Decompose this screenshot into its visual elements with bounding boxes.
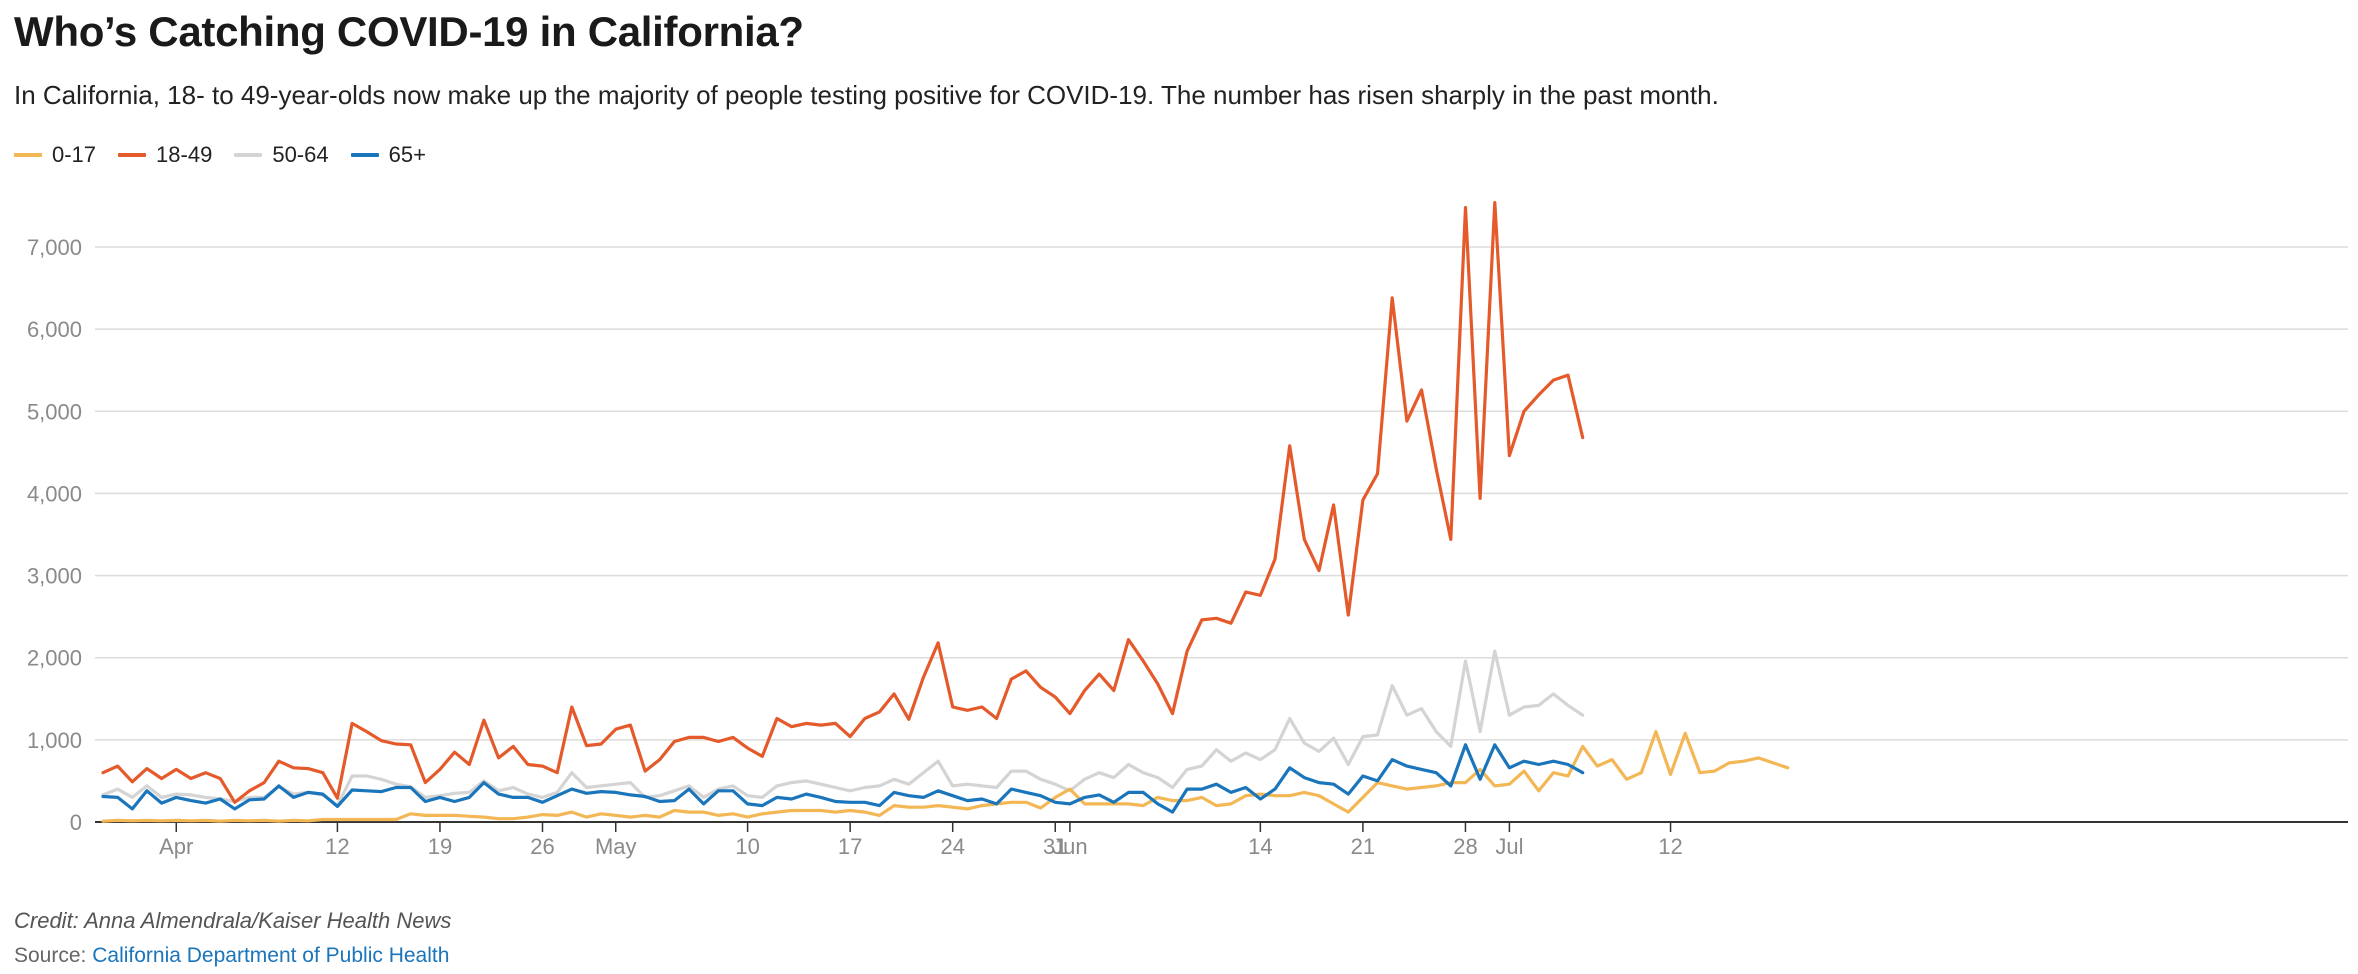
chart-title: Who’s Catching COVID-19 in California? [14, 8, 804, 55]
x-tick-label: 12 [1658, 834, 1682, 859]
x-tick-label: 28 [1453, 834, 1477, 859]
source-line: Source: California Department of Public … [14, 944, 449, 968]
credit-line: Credit: Anna Almendrala/Kaiser Health Ne… [14, 908, 452, 933]
x-tick-label: 12 [325, 834, 349, 859]
legend-label-65-plus: 65+ [388, 142, 426, 167]
source-link[interactable]: California Department of Public Health [92, 944, 450, 967]
x-tick-label: Jun [1052, 834, 1087, 859]
x-tick-label: Apr [159, 834, 193, 859]
x-tick-label: 17 [838, 834, 862, 859]
y-tick-label: 7,000 [27, 235, 82, 260]
x-tick-label: 31 [1043, 834, 1067, 859]
source-label: Source: [14, 944, 93, 967]
y-tick-label: 2,000 [27, 646, 82, 671]
y-tick-label: 1,000 [27, 728, 82, 753]
x-tick-label: 10 [735, 834, 759, 859]
legend-item-18-49: 18-49 [118, 142, 212, 168]
chart-subtitle: In California, 18- to 49-year-olds now m… [14, 80, 1719, 110]
x-tick-label: 21 [1351, 834, 1375, 859]
legend-swatch-50-64 [234, 153, 263, 157]
legend-swatch-18-49 [118, 153, 147, 157]
line-chart: 0 1,000 2,000 3,000 4,000 5,000 6,000 7,000 Apr 1… [27, 201, 2348, 859]
y-tick-label: 4,000 [27, 481, 82, 506]
y-tick-label: 3,000 [27, 564, 82, 589]
x-tick-label: May [595, 834, 637, 859]
y-tick-label: 0 [70, 810, 82, 835]
legend-swatch-65-plus [350, 153, 379, 157]
legend-item-50-64: 50-64 [234, 142, 329, 168]
legend-label-50-64: 50-64 [272, 142, 329, 167]
y-tick-label: 6,000 [27, 317, 82, 342]
x-tick-label: 14 [1248, 834, 1272, 859]
y-tick-label: 5,000 [27, 399, 82, 424]
legend-swatch-0-17 [14, 153, 42, 157]
series-line-65-plus [101, 743, 1585, 814]
x-tick-label: 24 [940, 834, 964, 859]
legend-label-0-17: 0-17 [52, 142, 97, 167]
series-line-18-49 [101, 201, 1585, 804]
chart-legend: 0-17 18-49 50-64 65+ [14, 142, 448, 168]
x-tick-label: 19 [428, 834, 452, 859]
series-line-50-64 [101, 649, 1585, 808]
x-tick-label: 26 [530, 834, 554, 859]
legend-item-0-17: 0-17 [14, 142, 96, 168]
x-tick-label: Jul [1495, 834, 1523, 859]
series-line-0-17 [101, 729, 1790, 823]
legend-item-65-plus: 65+ [350, 142, 426, 168]
legend-label-18-49: 18-49 [156, 142, 213, 167]
